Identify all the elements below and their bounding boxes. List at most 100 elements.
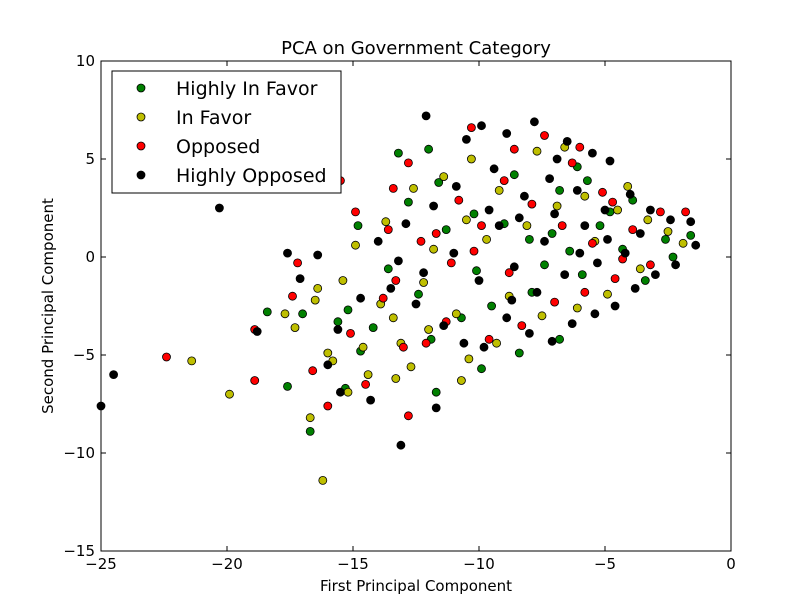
data-point <box>532 146 542 156</box>
data-point <box>441 225 451 235</box>
x-tick-label: −25 <box>85 555 117 573</box>
data-point <box>353 221 363 231</box>
data-point <box>613 205 622 215</box>
data-point <box>469 209 479 219</box>
data-point <box>580 191 590 201</box>
data-point <box>610 301 620 311</box>
data-point <box>456 376 466 385</box>
data-point <box>643 215 653 225</box>
data-point <box>454 195 464 205</box>
data-point <box>588 148 597 158</box>
data-point <box>557 221 567 231</box>
data-point <box>522 221 532 231</box>
data-point <box>416 236 426 246</box>
data-point <box>550 297 559 307</box>
data-point <box>630 283 640 293</box>
x-tick-label: −5 <box>594 555 616 573</box>
legend-marker <box>136 83 146 93</box>
data-point <box>560 270 570 280</box>
data-point <box>431 229 441 238</box>
data-point <box>383 225 393 235</box>
data-point <box>507 295 517 305</box>
data-point <box>323 348 333 358</box>
data-point <box>439 172 449 182</box>
data-point <box>532 287 542 297</box>
legend-label: Highly Opposed <box>176 165 327 187</box>
points-layer <box>96 111 701 485</box>
data-point <box>595 221 605 231</box>
data-point <box>358 342 368 352</box>
data-point <box>610 274 620 284</box>
data-point <box>323 360 333 370</box>
data-point <box>461 134 471 144</box>
legend-label: Opposed <box>176 136 260 158</box>
data-point <box>419 278 429 287</box>
data-point <box>575 142 585 152</box>
data-point <box>605 156 615 166</box>
data-point <box>691 240 701 250</box>
data-point <box>555 185 564 195</box>
data-point <box>580 221 590 231</box>
data-point <box>545 174 554 184</box>
data-point <box>550 209 559 219</box>
data-point <box>580 287 590 297</box>
data-point <box>547 229 557 238</box>
data-point <box>656 207 665 217</box>
data-point <box>620 248 630 258</box>
data-point <box>429 201 439 211</box>
data-point <box>575 248 585 258</box>
data-point <box>567 158 577 168</box>
data-point <box>396 440 406 450</box>
data-point <box>333 325 343 334</box>
data-point <box>293 258 303 268</box>
data-point <box>313 250 323 260</box>
data-point <box>484 205 494 215</box>
data-point <box>552 154 562 164</box>
data-point <box>502 129 512 138</box>
data-point <box>419 268 429 278</box>
data-point <box>393 148 403 158</box>
data-point <box>288 291 297 301</box>
data-point <box>565 246 575 256</box>
legend-label: Highly In Favor <box>176 78 318 100</box>
data-point <box>588 238 597 248</box>
data-point <box>552 201 562 211</box>
legend-marker <box>136 170 146 180</box>
data-point <box>540 131 549 140</box>
data-point <box>625 189 635 199</box>
data-point <box>479 342 489 352</box>
x-tick-label: 0 <box>726 555 736 573</box>
data-point <box>651 270 660 280</box>
data-point <box>661 234 670 244</box>
data-point <box>567 319 577 329</box>
data-point <box>305 426 315 436</box>
data-point <box>386 283 396 293</box>
data-point <box>391 374 401 383</box>
data-point <box>494 185 504 195</box>
data-point <box>421 111 431 121</box>
data-point <box>446 258 456 268</box>
data-point <box>666 215 675 225</box>
data-point <box>623 181 633 191</box>
data-point <box>461 215 471 225</box>
data-point <box>283 248 292 258</box>
data-point <box>663 227 673 236</box>
data-point <box>477 364 486 374</box>
data-point <box>509 144 519 154</box>
data-point <box>378 293 388 303</box>
data-point <box>562 136 572 146</box>
data-point <box>295 274 305 284</box>
data-point <box>388 183 398 193</box>
data-point <box>411 299 421 309</box>
plot-frame <box>100 60 732 552</box>
data-point <box>590 309 600 319</box>
data-point <box>603 234 612 244</box>
data-point <box>572 303 582 313</box>
data-point <box>343 387 353 397</box>
ticks-layer: −25 −20 −15 −10 −5 0 −15 −10 −5 0 5 10 <box>63 52 735 573</box>
data-point <box>681 207 690 217</box>
data-point <box>333 317 343 327</box>
data-point <box>409 183 418 193</box>
data-point <box>335 387 345 397</box>
